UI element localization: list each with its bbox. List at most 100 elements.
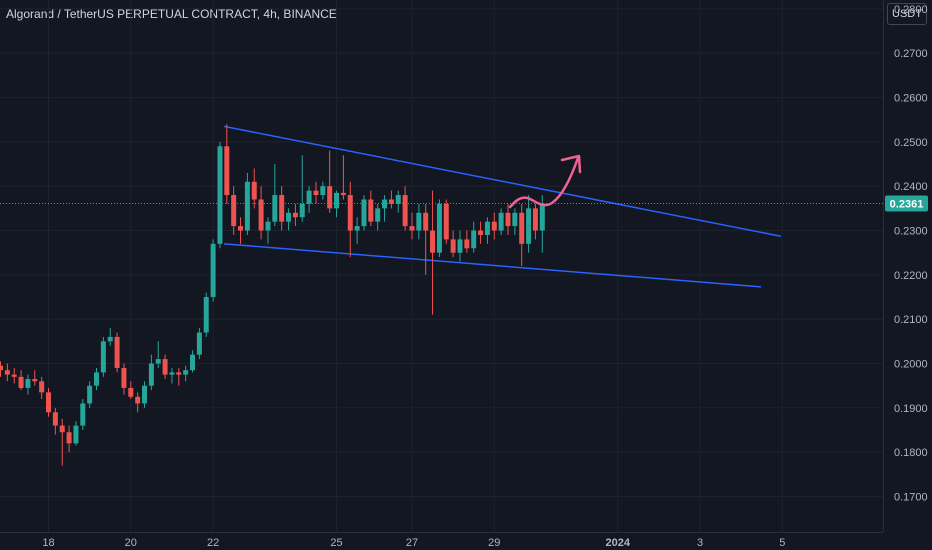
- candle-body: [142, 385, 148, 404]
- forecast-arrow-curve: [510, 156, 580, 207]
- forecast-arrow-start: [508, 199, 518, 209]
- y-tick-label: 0.2600: [894, 93, 928, 105]
- candle-body: [114, 336, 120, 368]
- y-tick-label: 0.2100: [894, 314, 928, 326]
- candle-body: [265, 221, 271, 231]
- candle-body: [196, 332, 202, 355]
- y-tick-label: 0.1700: [894, 492, 928, 504]
- candle-body: [217, 146, 223, 244]
- candle-body: [423, 212, 429, 231]
- candle-body: [498, 212, 504, 231]
- x-tick-label: 5: [779, 537, 785, 549]
- candle-body: [169, 372, 175, 375]
- candle-body: [155, 359, 161, 364]
- lower-trendline: [224, 243, 762, 288]
- time-axis: 18 20 22 25 27 29 2024 3 5: [42, 537, 785, 549]
- candle-body: [334, 192, 340, 209]
- x-tick-label: 20: [125, 537, 137, 549]
- candle-body: [368, 199, 374, 222]
- candle-body: [73, 425, 79, 444]
- forecast-arrow[interactable]: [508, 154, 582, 209]
- candle-body: [471, 230, 477, 249]
- y-tick-label: 0.2800: [894, 4, 928, 16]
- y-tick-label: 0.1800: [894, 447, 928, 459]
- candle-body: [409, 226, 415, 231]
- candle-body: [539, 203, 545, 231]
- candle-body: [80, 403, 86, 426]
- y-tick-label: 0.1900: [894, 403, 928, 415]
- candle-body: [395, 195, 401, 204]
- y-tick-label: 0.2500: [894, 137, 928, 149]
- candle-body: [292, 212, 298, 218]
- candle-body: [313, 190, 319, 196]
- y-tick-label: 0.2300: [894, 226, 928, 238]
- candle-body: [286, 212, 292, 222]
- candle-body: [361, 199, 367, 227]
- forecast-arrow-head: [560, 154, 582, 174]
- x-tick-label: 29: [488, 537, 500, 549]
- trendlines[interactable]: [223, 125, 782, 288]
- candle-body: [320, 186, 326, 196]
- grid: [0, 0, 883, 532]
- candle-body: [430, 230, 436, 253]
- candle-body: [183, 370, 189, 375]
- candle-body: [526, 208, 532, 244]
- candle-body: [59, 425, 65, 433]
- candle-body: [464, 239, 470, 249]
- candle-body: [176, 372, 182, 375]
- candle-body: [135, 396, 141, 404]
- candle-body: [327, 186, 333, 209]
- y-tick-label: 0.2400: [894, 181, 928, 193]
- candle-body: [436, 203, 442, 253]
- candle-body: [18, 376, 24, 388]
- candle-body: [52, 412, 58, 426]
- candle-body: [491, 221, 497, 231]
- candle-body: [512, 212, 518, 227]
- y-tick-label: 0.2000: [894, 359, 928, 371]
- candle-body: [347, 195, 353, 231]
- candle-body: [443, 203, 449, 240]
- current-price-label: 0.2361: [885, 195, 928, 212]
- candle-body: [128, 387, 134, 397]
- candle-body: [148, 363, 154, 386]
- x-tick-label: 2024: [605, 537, 630, 549]
- candle-body: [519, 212, 525, 244]
- candle-body: [416, 212, 422, 231]
- candle-body: [244, 181, 250, 231]
- candle-body: [25, 379, 31, 388]
- current-price-label-bg: [885, 195, 928, 212]
- candle-body: [87, 385, 93, 404]
- candle-body: [121, 367, 127, 388]
- candle-body: [272, 195, 278, 222]
- candle-body: [66, 432, 72, 444]
- candle-body: [107, 336, 113, 342]
- current-price-label-text: 0.2361: [890, 198, 924, 210]
- candle-body: [94, 372, 100, 386]
- candle-body: [402, 195, 408, 227]
- candle-body: [203, 297, 209, 333]
- candle-body: [11, 374, 17, 377]
- candles: [0, 124, 545, 466]
- candle-body: [46, 392, 52, 413]
- candle-body: [340, 192, 346, 196]
- candle-body: [375, 208, 381, 222]
- candle-body: [354, 226, 360, 231]
- x-tick-label: 27: [406, 537, 418, 549]
- candle-body: [450, 239, 456, 253]
- candle-body: [505, 212, 511, 227]
- candle-body: [251, 181, 257, 200]
- chart-title: Algorand / TetherUS PERPETUAL CONTRACT, …: [6, 7, 337, 21]
- candle-body: [231, 195, 237, 227]
- candle-body: [388, 199, 394, 204]
- candle-body: [478, 230, 484, 235]
- currency-button[interactable]: USDT: [887, 3, 927, 25]
- candle-body: [32, 379, 38, 382]
- candle-body: [299, 203, 305, 218]
- candle-body: [39, 381, 45, 393]
- price-axis: 0.2800 0.2700 0.2600 0.2500 0.2400 0.2300 0.22…: [894, 4, 928, 504]
- candle-body: [210, 243, 216, 298]
- candle-body: [224, 146, 230, 196]
- y-tick-label: 0.2200: [894, 270, 928, 282]
